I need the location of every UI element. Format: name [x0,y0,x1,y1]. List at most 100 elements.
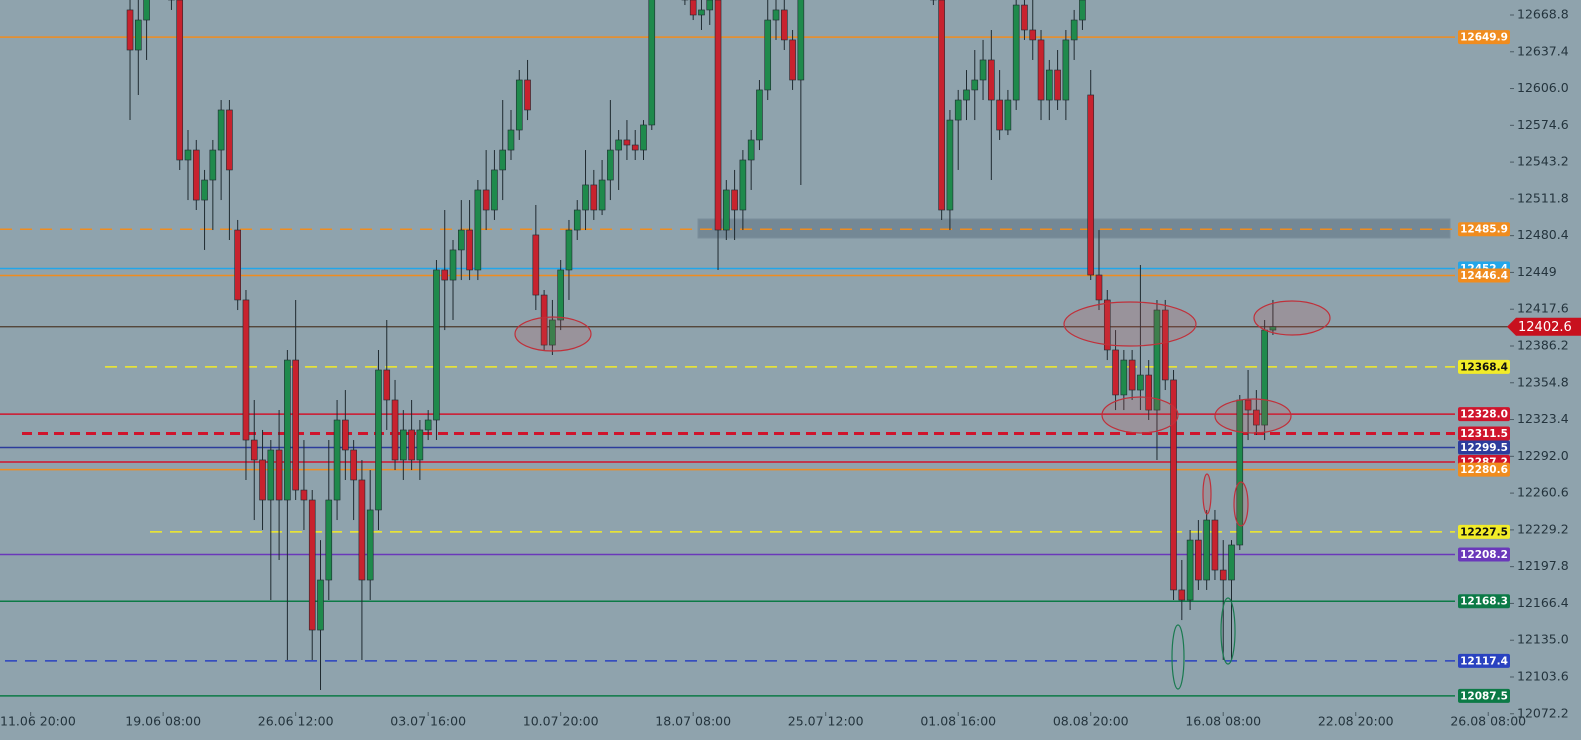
level-label: 12117.4 [1460,655,1508,667]
level-label: 12311.5 [1460,428,1508,440]
level-tag [1458,440,1510,455]
candle-body [449,249,457,281]
candle-body [366,509,374,581]
candle-body [358,479,366,581]
level-tag [1458,524,1510,539]
annotations [514,300,1331,690]
ellipse [514,316,592,352]
candle-body [623,139,631,146]
candle-body [234,229,241,301]
x-tick-label: 19.06 08:00 [125,714,201,729]
level-tag [1458,30,1510,45]
level-tag [1458,653,1510,668]
candle-body [1062,39,1070,101]
candle-body [988,59,995,101]
y-tick-label: 12668.8 [1517,6,1569,21]
candle-body [1054,69,1061,101]
candle-body [424,419,432,431]
candle-body [549,319,556,346]
last-price-tag [1507,317,1581,336]
candle-body [333,419,341,501]
candle-body [598,179,606,211]
level-tag [1458,359,1510,374]
candle-body [590,184,598,211]
candle-body [731,189,738,211]
candle-body [971,79,979,91]
candle-body [1128,359,1136,391]
level-label: 12280.6 [1460,464,1508,476]
candle-body [524,79,531,111]
x-tick-label: 08.08 20:00 [1053,714,1129,729]
candle-body [1195,539,1202,581]
y-tick-label: 12166.4 [1517,595,1569,610]
y-tick-label: 12323.4 [1517,411,1569,426]
level-label: 12208.2 [1460,549,1508,561]
candle-body [308,499,316,631]
x-tick-label: 11.06 20:00 [0,714,76,729]
candle-body [1178,589,1186,601]
candle-body [698,9,705,16]
candle-body [938,0,945,211]
candle-body [416,429,424,461]
candle-body [126,9,134,51]
candle-body [482,189,490,211]
level-tag [1458,462,1510,477]
candle-body [400,429,407,461]
candle-body [499,149,507,171]
y-tick-label: 12135.0 [1517,632,1569,647]
candle-body [1161,309,1169,381]
candle-body [275,449,283,501]
y-tick-label: 12511.8 [1517,190,1569,205]
x-tick-label: 25.07 12:00 [788,714,864,729]
candle-body [300,489,308,501]
candle-body [1012,4,1020,101]
y-tick-label: 12229.2 [1517,521,1569,536]
ellipse [1233,481,1249,527]
candle-body [573,209,581,231]
candle-body [714,0,722,231]
x-tick-label: 01.08 16:00 [920,714,996,729]
candle-body [143,0,150,21]
candle-body [217,109,225,151]
level-tag [1458,594,1510,609]
candle-body [996,99,1003,131]
y-tick-label: 12606.0 [1517,80,1569,95]
level-label: 12227.5 [1460,526,1508,538]
y-tick-label: 12386.2 [1517,337,1569,352]
candle-body [184,149,192,161]
candle-body [764,19,772,91]
y-tick-label: 12260.6 [1517,485,1569,500]
candle-body [631,144,639,151]
candle-body [226,109,233,171]
ellipse [1220,597,1236,665]
candle-body [135,19,142,51]
candle-body [582,184,589,211]
level-label: 12649.9 [1460,32,1508,44]
candle-body [772,9,780,21]
candle-body [491,169,498,211]
candle-body [383,369,391,401]
candle-body [1228,544,1235,581]
candle-body [946,119,954,211]
level-tag [1458,688,1510,703]
candle-body [292,359,299,491]
level-label: 12328.0 [1460,409,1508,421]
candle-body [1137,374,1144,391]
level-tag [1458,407,1510,422]
candle-body [1103,299,1111,351]
candle-body [1079,0,1086,21]
x-tick-label: 18.07 08:00 [655,714,731,729]
level-label: 12299.5 [1460,442,1508,454]
candle-body [607,149,614,181]
candle-body [176,0,184,161]
candle-body [723,189,730,231]
ellipse [1171,624,1185,690]
level-label: 12485.9 [1460,224,1508,236]
candle-body [1211,519,1219,571]
candle-body [1070,19,1078,41]
candle-body [963,89,970,101]
level-label: 12087.5 [1460,690,1508,702]
candle-body [747,139,755,161]
candle-body [1203,519,1210,581]
